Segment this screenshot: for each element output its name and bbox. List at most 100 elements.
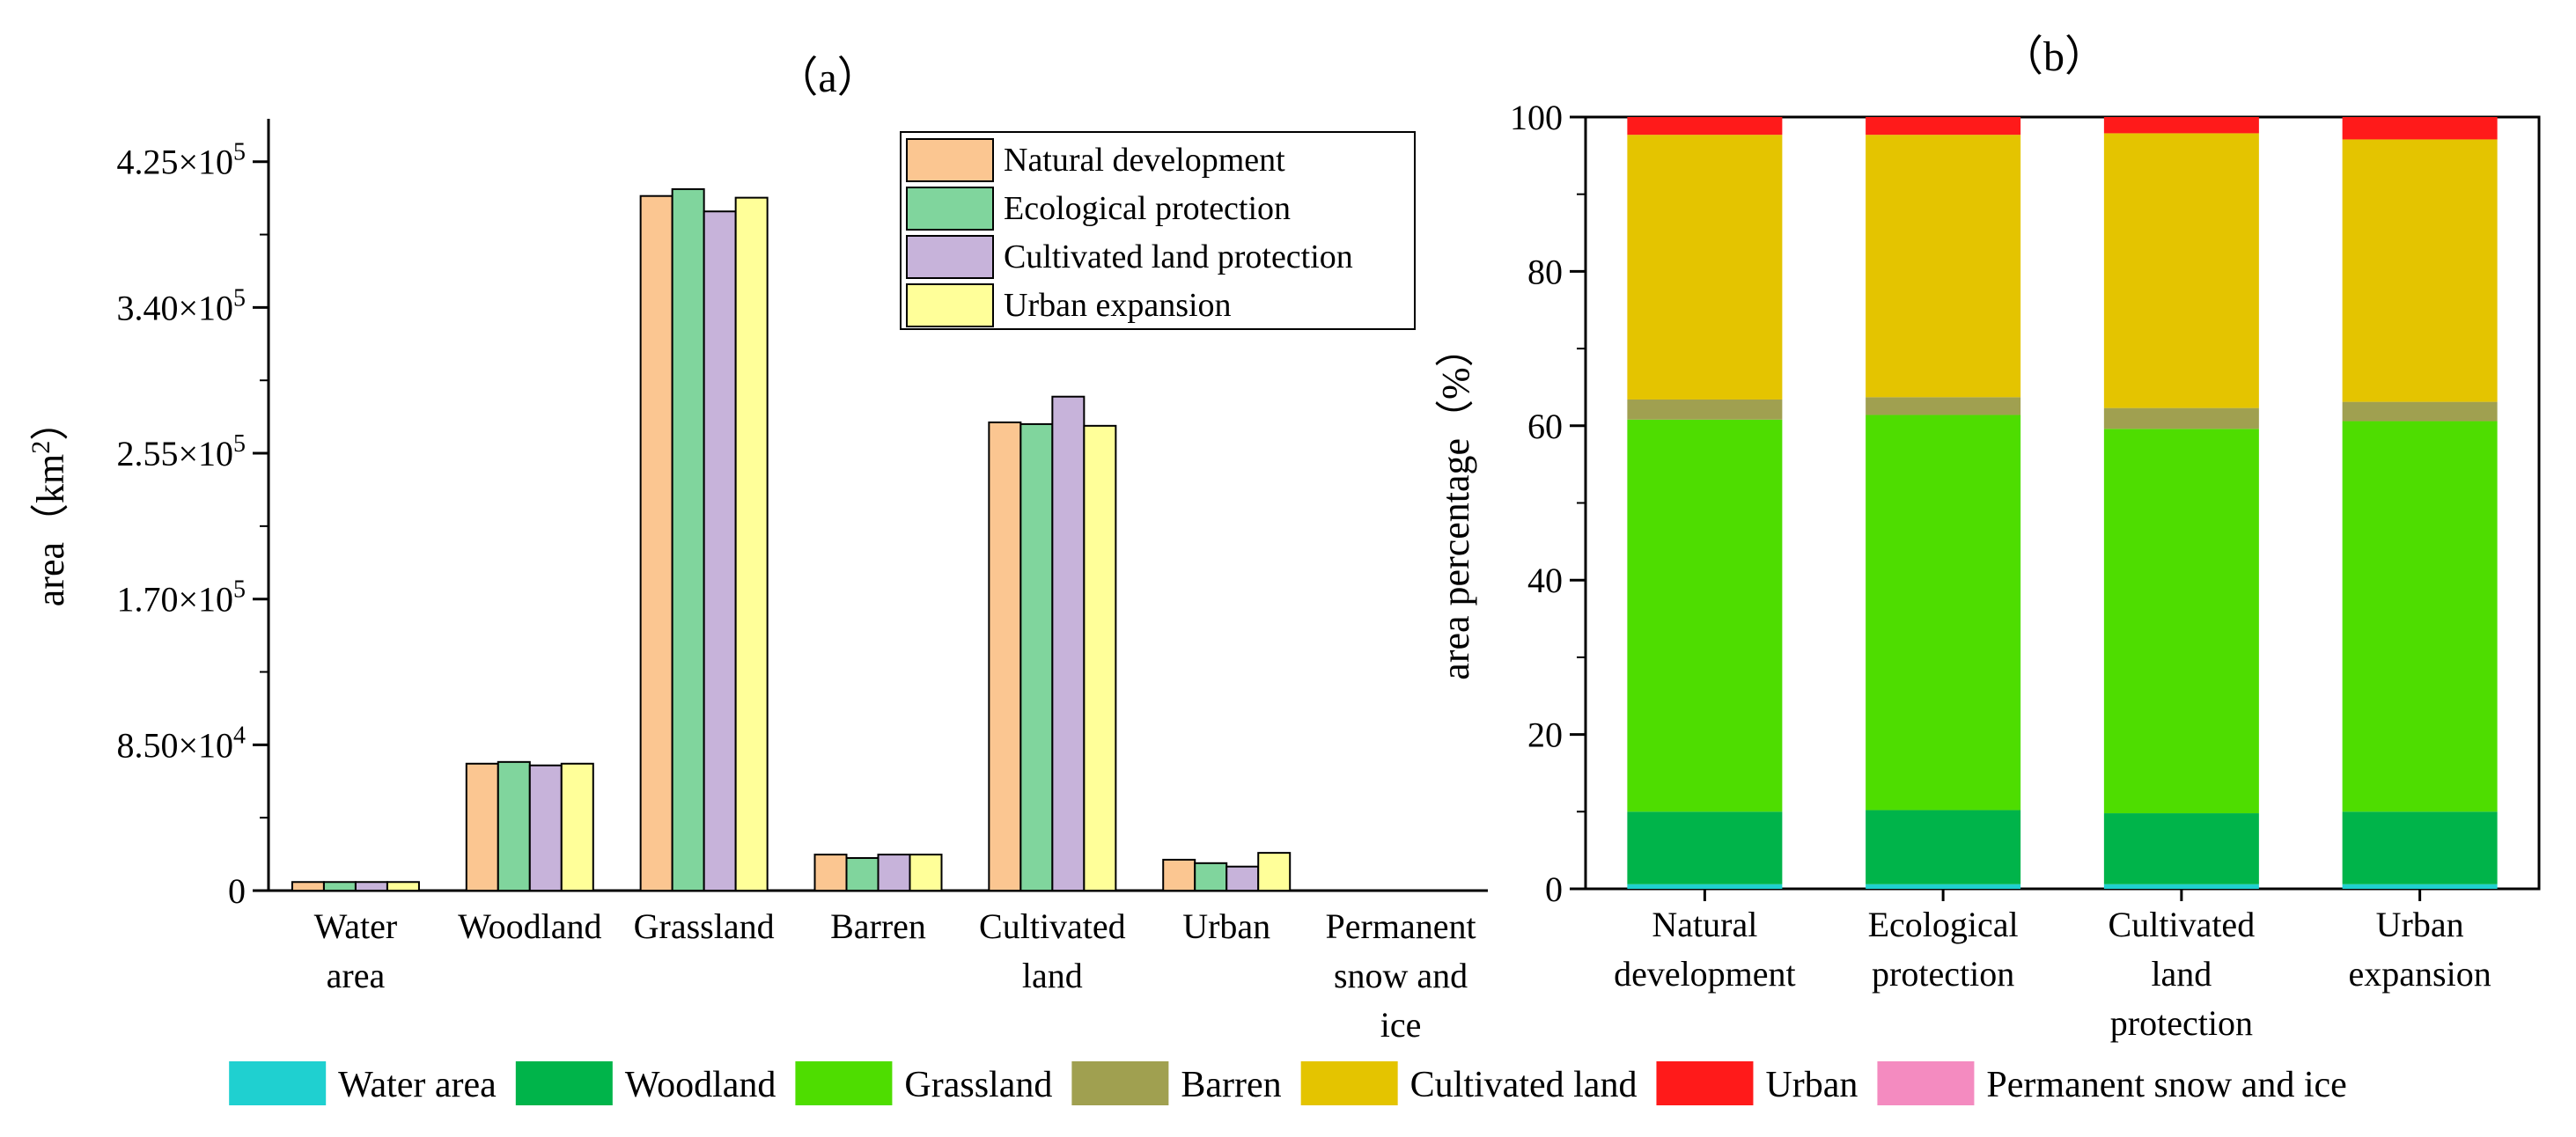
panel-a-tick-mantissa: 4.25×10 <box>116 143 233 182</box>
panel-b-category-label: expansion <box>2349 954 2491 994</box>
bar-urban-expansion-2 <box>734 196 769 892</box>
panel-a-category-label: Grassland <box>634 906 775 946</box>
panel-b-tick-label: 20 <box>1527 715 1563 755</box>
bottom-legend-swatch <box>1071 1061 1169 1105</box>
panel-a-category-label: Barren <box>830 906 926 946</box>
stack-grassland-2 <box>2103 429 2259 814</box>
bottom-legend-swatch <box>515 1061 613 1105</box>
legend-label: Cultivated land protection <box>1004 238 1353 275</box>
bottom-legend-swatch <box>795 1061 893 1105</box>
panel-a-category-label: area <box>327 956 386 995</box>
bottom-legend-label: Cultivated land <box>1410 1065 1638 1105</box>
bottom-legend-label: Barren <box>1181 1065 1281 1105</box>
bar-natural-development-1 <box>465 762 499 891</box>
stack-urban-2 <box>2103 117 2259 134</box>
panel-a-category-label: Permanent <box>1326 906 1476 946</box>
panel-a-tick-exponent: 5 <box>233 139 246 166</box>
stack-grassland-1 <box>1866 414 2021 811</box>
stack-urban-0 <box>1627 117 1783 136</box>
panel-b-tick-label: 100 <box>1510 98 1563 137</box>
panel-a-category-label: Cultivated <box>979 906 1126 946</box>
panel-a-bars <box>291 187 1292 892</box>
bar-natural-development-3 <box>813 854 848 891</box>
bar-ecological-protection-0 <box>322 881 357 891</box>
bottom-legend: Water area Woodland Grassland Barren Cultiva… <box>229 1061 2347 1105</box>
stack-woodland-1 <box>1866 810 2021 884</box>
bar-urban-expansion-5 <box>1257 852 1292 892</box>
stack-grassland-0 <box>1627 419 1783 812</box>
stack-cultivated-land-1 <box>1866 135 2021 398</box>
panel-b-y-title: area percentage（%） <box>1434 328 1477 679</box>
bar-ecological-protection-5 <box>1194 862 1228 891</box>
panel-b-category-label: Cultivated <box>2109 905 2256 944</box>
panel-a-category-label: snow and <box>1334 956 1468 995</box>
legend-swatch <box>906 283 994 327</box>
bar-urban-expansion-0 <box>386 881 420 891</box>
panel-b-category-label: Ecological <box>1868 905 2019 944</box>
panel-a-y-ticks: 08.50×1041.70×1052.55×1053.40×1054.25×10… <box>116 139 269 911</box>
panel-b-tick-label: 60 <box>1527 407 1563 446</box>
bottom-legend-label: Urban <box>1765 1065 1858 1105</box>
panel-a-category-label: land <box>1022 956 1083 995</box>
bar-ecological-protection-4 <box>1019 422 1054 891</box>
panel-a-tick-label: 2.55×105 <box>116 430 246 473</box>
bar-urban-expansion-1 <box>560 762 594 891</box>
bar-natural-development-0 <box>291 881 325 891</box>
legend-label: Natural development <box>1004 142 1285 179</box>
stack-woodland-0 <box>1627 811 1783 884</box>
bottom-legend-swatch <box>1656 1061 1754 1105</box>
panel-b-tick-label: 0 <box>1545 869 1563 909</box>
panel-b-category-label: Urban <box>2376 905 2464 944</box>
panel-b-tick-label: 80 <box>1527 252 1563 291</box>
panel-a-category-label: Urban <box>1182 906 1270 946</box>
stack-urban-3 <box>2342 117 2498 140</box>
stack-water-area-3 <box>2342 884 2498 889</box>
panel-b-bars <box>1627 117 2498 889</box>
panel-a-tick-mantissa: 8.50×10 <box>116 725 233 765</box>
panel-b-category-label: land <box>2151 954 2212 994</box>
panel-a-tick-exponent: 4 <box>233 722 246 749</box>
bar-natural-development-5 <box>1162 858 1196 891</box>
legend-label: Ecological protection <box>1004 190 1291 227</box>
panel-a-tick-exponent: 5 <box>233 430 246 458</box>
stack-woodland-2 <box>2103 813 2259 884</box>
panel-a-tick-mantissa: 1.70×10 <box>116 580 233 620</box>
stack-water-area-1 <box>1866 884 2021 889</box>
panel-b-category-labels: Natural development Ecological protection Cu… <box>1614 889 2491 1043</box>
panel-a-y-title-text: area（km <box>29 454 72 606</box>
legend-swatch <box>906 187 994 231</box>
legend-swatch <box>906 235 994 279</box>
stack-urban-1 <box>1866 117 2021 136</box>
panel-a-legend: Natural development Ecological protection… <box>900 131 1416 330</box>
panel-a-tick-exponent: 5 <box>233 284 246 312</box>
legend-swatch <box>906 138 994 182</box>
stack-barren-1 <box>1866 397 2021 415</box>
stack-water-area-0 <box>1627 884 1783 889</box>
stack-cultivated-land-0 <box>1627 135 1783 400</box>
bottom-legend-swatch <box>1877 1061 1975 1105</box>
bottom-legend-label: Grassland <box>904 1065 1052 1105</box>
panel-b-category-label: protection <box>2110 1003 2253 1043</box>
panel-a-tick-mantissa: 3.40×10 <box>116 288 233 327</box>
legend-label: Urban expansion <box>1004 287 1232 324</box>
stack-cultivated-land-3 <box>2342 139 2498 402</box>
panel-b-category-label: protection <box>1872 954 2014 994</box>
bar-ecological-protection-1 <box>497 760 531 891</box>
panel-a-category-label: ice <box>1380 1005 1422 1045</box>
bar-cultivated-land-protection-2 <box>703 210 737 892</box>
stack-cultivated-land-2 <box>2103 133 2259 408</box>
panel-b: （b） area percentage（%） 0 20 40 60 80 100 Natu… <box>1434 33 2541 1043</box>
panel-b-category-label: development <box>1614 954 1796 994</box>
bar-cultivated-land-protection-0 <box>354 881 388 891</box>
stack-woodland-3 <box>2342 811 2498 884</box>
panel-a-category-label: Water <box>314 906 398 946</box>
bar-ecological-protection-2 <box>671 187 705 892</box>
panel-a-y-title-sup: 2 <box>26 441 55 454</box>
panel-a-category-label: Woodland <box>458 906 601 946</box>
panel-a-y-title-close: ） <box>29 402 72 441</box>
bottom-legend-swatch <box>229 1061 327 1105</box>
bottom-legend-label: Woodland <box>625 1065 776 1105</box>
stack-barren-0 <box>1627 399 1783 420</box>
stack-grassland-3 <box>2342 421 2498 812</box>
